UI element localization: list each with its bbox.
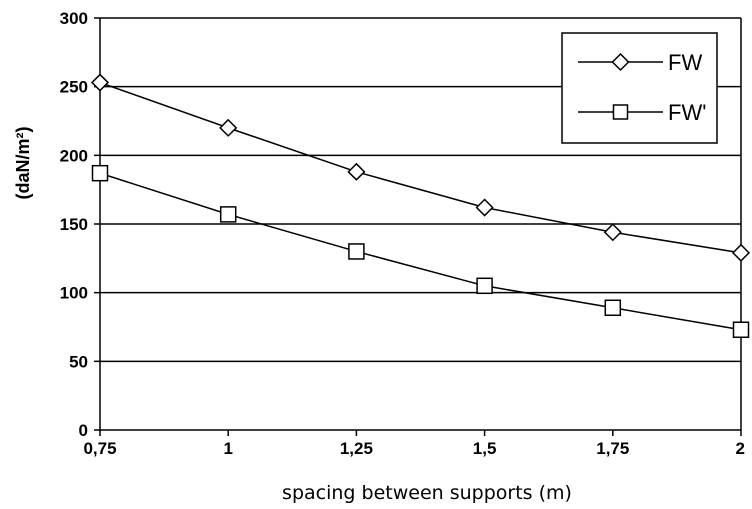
x-tick-label: 0,75 bbox=[83, 439, 116, 458]
gridlines bbox=[100, 17, 741, 363]
x-tick-label: 1,25 bbox=[340, 439, 373, 458]
data-point-fw-prime bbox=[476, 277, 493, 295]
legend: FW FW' bbox=[561, 32, 718, 144]
data-point-fw bbox=[603, 223, 622, 242]
data-point-fw bbox=[475, 198, 494, 217]
legend-label-fw-prime: FW' bbox=[668, 100, 706, 125]
y-tick-label: 0 bbox=[79, 421, 88, 440]
y-tick-label: 150 bbox=[60, 215, 88, 234]
data-point-fw-prime bbox=[732, 321, 750, 338]
x-tick-label: 1 bbox=[223, 439, 232, 458]
data-point-fw-prime bbox=[604, 299, 622, 317]
data-point-fw bbox=[219, 118, 238, 137]
y-tick-labels: 0 50 100 150 200 250 300 bbox=[60, 9, 88, 440]
data-point-fw bbox=[347, 162, 366, 181]
legend-box bbox=[561, 32, 718, 144]
legend-marker-square bbox=[612, 104, 629, 120]
y-tick-label: 250 bbox=[60, 78, 88, 97]
y-tick-label: 200 bbox=[60, 146, 88, 165]
y-tick-label: 100 bbox=[60, 284, 88, 303]
legend-label-fw: FW bbox=[668, 50, 702, 75]
data-point-fw-prime bbox=[91, 164, 109, 182]
y-axis-label: (daN/m²) bbox=[13, 127, 33, 200]
y-tick-label: 300 bbox=[60, 9, 88, 28]
x-tick-label: 1,75 bbox=[596, 439, 629, 458]
series-line-fw-prime bbox=[99, 172, 742, 331]
x-tick-labels: 0,75 1 1,25 1,5 1,75 2 bbox=[83, 439, 745, 458]
data-point-fw bbox=[90, 73, 110, 92]
data-point-fw-prime bbox=[219, 206, 237, 223]
data-point-fw-prime bbox=[348, 243, 365, 260]
data-point-fw bbox=[731, 243, 751, 262]
x-tick-label: 1,5 bbox=[473, 439, 497, 458]
legend-marker-diamond bbox=[611, 52, 630, 72]
series-group bbox=[90, 73, 751, 338]
series-line-fw bbox=[99, 81, 742, 254]
y-tick-label: 50 bbox=[69, 352, 88, 371]
x-tick-label: 2 bbox=[736, 439, 745, 458]
x-axis-label: spacing between supports (m) bbox=[282, 482, 572, 504]
